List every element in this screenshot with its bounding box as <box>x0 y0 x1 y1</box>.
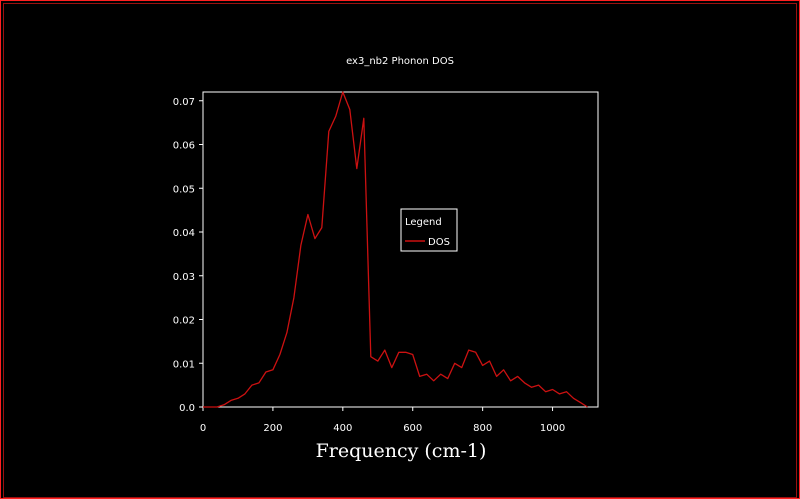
x-tick-label: 1000 <box>540 423 565 434</box>
x-tick-label: 800 <box>473 423 492 434</box>
x-tick-label: 400 <box>333 423 352 434</box>
legend-title: Legend <box>405 217 442 228</box>
chart-title: ex3_nb2 Phonon DOS <box>346 56 454 67</box>
x-tick-label: 0 <box>200 423 206 434</box>
y-tick-label: 0.0 <box>179 403 195 414</box>
y-tick-label: 0.06 <box>173 141 195 152</box>
y-tick-label: 0.01 <box>173 359 195 370</box>
y-tick-label: 0.04 <box>173 228 195 239</box>
y-tick-label: 0.07 <box>173 97 195 108</box>
legend-entry-dos: DOS <box>428 237 450 248</box>
series-line-dos <box>203 91 588 408</box>
legend-box <box>400 208 458 252</box>
x-tick-label: 200 <box>263 423 282 434</box>
legend: Legend DOS <box>400 208 458 252</box>
y-tick-label: 0.02 <box>173 316 195 327</box>
y-tick-label: 0.05 <box>173 184 195 195</box>
plot-border <box>202 91 599 408</box>
plot-area: 0 200 400 600 800 1000 0.0 0.01 0.02 0.03 0.04 0.05… <box>173 91 599 434</box>
y-tick-label: 0.03 <box>173 272 195 283</box>
x-tick-label: 600 <box>403 423 422 434</box>
window-inner-frame <box>3 3 797 498</box>
x-axis-label: Frequency (cm-1) <box>316 440 487 462</box>
